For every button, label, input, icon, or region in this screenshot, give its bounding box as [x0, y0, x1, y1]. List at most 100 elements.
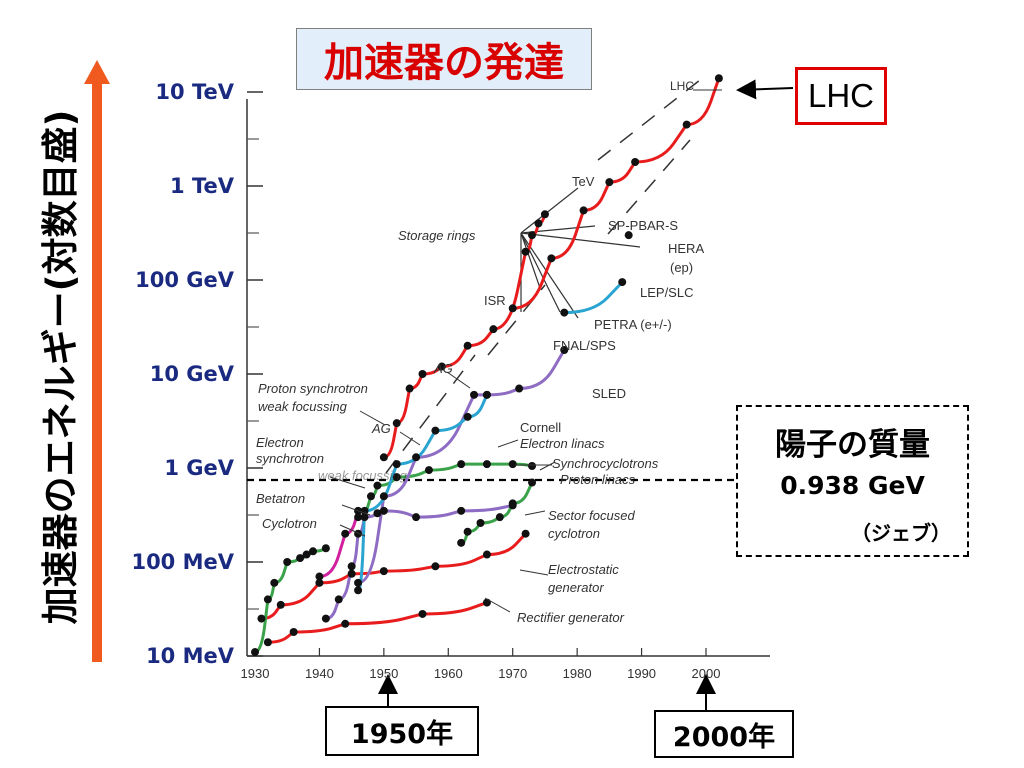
data-point	[489, 325, 498, 334]
data-point	[373, 509, 382, 518]
annotation-layer: LHC TeV SP-PBAR-S HERA (ep) LEP/SLC PETR…	[256, 79, 704, 625]
trend-dashes	[385, 79, 701, 474]
ann-ag-2: AG	[371, 421, 391, 436]
data-point	[354, 578, 363, 587]
ann-petra: PETRA (e+/-)	[594, 317, 672, 332]
ann-weak-focussing-2: weak focussing	[318, 468, 408, 483]
data-point	[302, 550, 311, 559]
ann-storage-rings: Storage rings	[398, 228, 476, 243]
year-1950-callout: 1950年	[325, 706, 479, 756]
x-tick-label: 1950	[369, 666, 398, 681]
data-point	[379, 453, 388, 462]
data-point	[418, 609, 427, 618]
data-point	[431, 426, 440, 435]
ann-sled: SLED	[592, 386, 626, 401]
data-point	[347, 569, 356, 578]
data-point	[521, 529, 530, 538]
data-point	[354, 586, 363, 595]
data-point	[392, 473, 401, 482]
y-tick-label: 1 TeV	[170, 174, 234, 198]
series-line	[267, 601, 488, 644]
data-point	[289, 628, 298, 637]
series-line	[564, 280, 624, 315]
data-point	[321, 614, 330, 623]
data-point	[366, 492, 375, 501]
data-point	[257, 614, 266, 623]
data-point	[251, 648, 259, 657]
data-point	[457, 460, 466, 469]
data-point	[482, 550, 491, 559]
x-tick-label: 1990	[627, 666, 656, 681]
data-point	[508, 501, 517, 510]
data-point	[534, 219, 543, 228]
data-point	[457, 506, 466, 515]
ann-electron-linacs: Electron linacs	[520, 436, 605, 451]
points-layer	[251, 74, 723, 657]
label-leaders	[329, 89, 722, 613]
ann-sector-focused: Sector focused	[548, 508, 635, 523]
data-point	[521, 247, 530, 256]
data-point	[424, 466, 433, 475]
series-layer	[254, 77, 721, 654]
x-tick-label: 2000	[692, 666, 721, 681]
ann-fnal-sps: FNAL/SPS	[553, 338, 616, 353]
ann-weak-focussing: weak focussing	[258, 399, 348, 414]
ann-tev: TeV	[572, 174, 595, 189]
ann-isr: ISR	[484, 293, 506, 308]
data-point	[560, 308, 569, 317]
ann-proton-linacs: Proton linacs	[560, 472, 636, 487]
data-point	[347, 562, 356, 571]
data-point	[528, 462, 537, 471]
x-tick-label: 1930	[241, 666, 270, 681]
data-point	[457, 538, 466, 547]
ann-synchrocyclotrons: Synchrocyclotrons	[552, 456, 659, 471]
data-point	[315, 578, 324, 587]
data-point	[283, 558, 292, 566]
x-tick-label: 1970	[498, 666, 527, 681]
x-tick-label: 1960	[434, 666, 463, 681]
data-point	[308, 547, 317, 556]
y-tick-label: 10 GeV	[149, 362, 234, 386]
data-point	[360, 513, 369, 522]
ann-ag-1: AG	[433, 361, 453, 376]
y-tick-label: 10 TeV	[155, 80, 234, 104]
ann-cyclotron: Cyclotron	[262, 516, 317, 531]
data-point	[405, 384, 414, 393]
data-point	[714, 74, 723, 83]
ann-sp-pbar-s: SP-PBAR-S	[608, 218, 678, 233]
data-point	[560, 346, 569, 355]
data-point	[547, 254, 556, 263]
y-tick-label: 1 GeV	[164, 456, 234, 480]
ann-synchrotron: synchrotron	[256, 451, 324, 466]
y-axis-title-text: 加速器のエネルギー(対数目盛)	[39, 109, 82, 625]
lhc-pointer-arrow	[736, 79, 794, 100]
y-tick-label: 100 MeV	[131, 550, 234, 574]
data-point	[463, 527, 472, 536]
ann-hera: HERA	[668, 241, 704, 256]
data-point	[418, 370, 427, 378]
proton-mass-title: 陽子の質量	[775, 427, 930, 463]
year-2000-callout: 2000年	[654, 710, 794, 758]
data-point	[412, 513, 421, 522]
series-line	[461, 481, 534, 545]
data-point	[263, 595, 272, 604]
data-point	[463, 341, 472, 350]
data-point	[373, 481, 382, 490]
ann-sector-cyclotron: cyclotron	[548, 526, 600, 541]
lhc-callout: LHC	[795, 67, 887, 125]
y-tick-marks	[247, 91, 263, 657]
data-point	[296, 554, 305, 563]
data-point	[379, 492, 388, 501]
data-point	[631, 158, 640, 167]
data-point	[482, 390, 491, 399]
data-point	[276, 600, 285, 609]
data-point	[482, 598, 491, 607]
data-point	[618, 278, 627, 287]
data-point	[431, 562, 440, 571]
data-point	[437, 362, 446, 371]
data-point	[476, 518, 485, 527]
ann-lep-slc: LEP/SLC	[640, 285, 693, 300]
data-point	[579, 206, 588, 215]
ann-electron: Electron	[256, 435, 304, 450]
